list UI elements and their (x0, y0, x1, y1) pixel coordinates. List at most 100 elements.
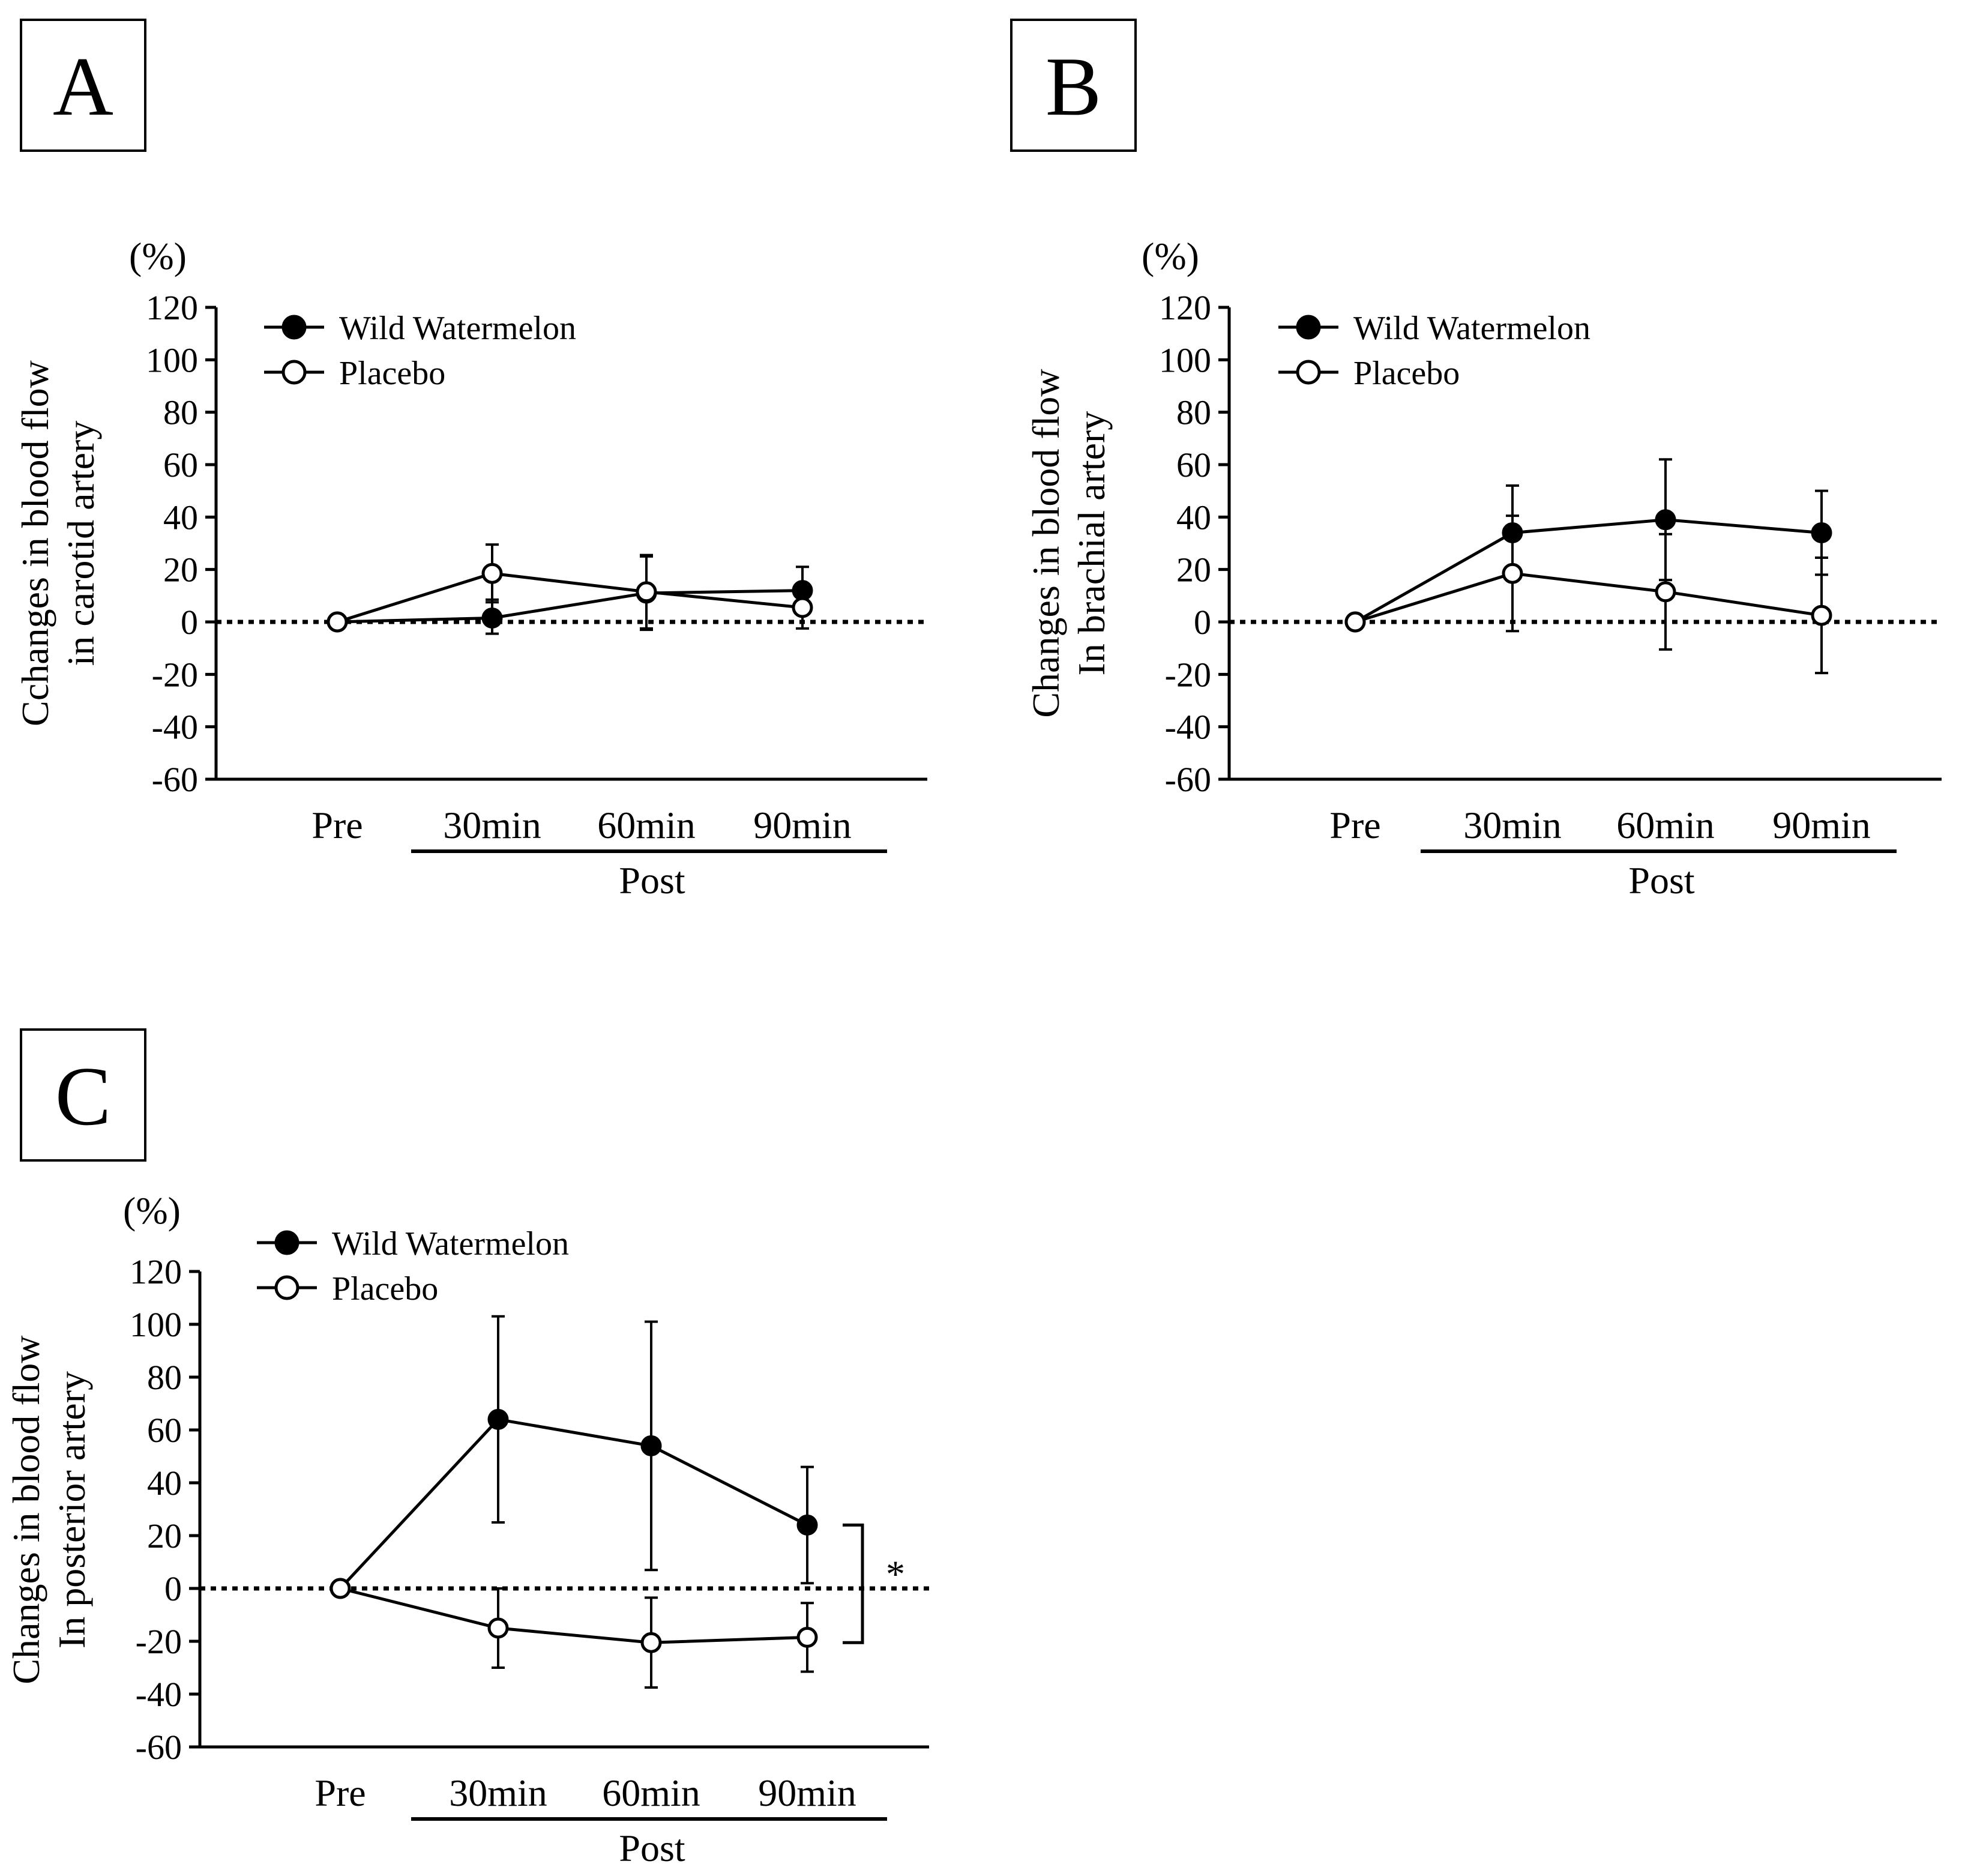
y-tick-label: 120 (1159, 288, 1211, 327)
unit-label: (%) (1142, 235, 1199, 277)
y-tick-label: -40 (136, 1675, 182, 1714)
legend-label: Placebo (339, 355, 445, 392)
chart-panel-c: C (%) 120 100 80 60 40 20 0 -20 -40 -60 Changes in b… (5, 1028, 929, 1869)
series-line (1355, 572, 1822, 624)
data-point-filled (1811, 522, 1832, 544)
series-placebo (1344, 514, 1832, 675)
legend-label: Placebo (332, 1270, 438, 1307)
legend-entry: Placebo (264, 355, 445, 392)
panel-label-box (20, 1028, 146, 1162)
y-axis-title: Changes in blood flowIn brachial artery (1025, 369, 1113, 717)
panel-label: A (53, 40, 113, 133)
y-axis-title-line2: In posterior artery (50, 1371, 93, 1648)
x-tick-label: 60min (597, 804, 696, 846)
significance-marker: * (886, 1552, 905, 1595)
y-tick-label: -20 (136, 1622, 182, 1661)
legend-marker-open (1296, 360, 1321, 385)
legend-marker-open (281, 360, 307, 385)
y-tick-label: 40 (1176, 498, 1211, 537)
data-point-open (487, 1617, 509, 1639)
significance-bracket: * (843, 1523, 905, 1644)
legend-entry: Wild Watermelon (1278, 310, 1590, 347)
y-axis-title: Changes in blood flowIn posterior artery (5, 1335, 93, 1684)
legend-marker-filled (281, 315, 307, 340)
data-point-open (330, 1578, 351, 1599)
y-tick-label: -40 (1165, 708, 1211, 747)
x-tick-label: Pre (311, 804, 363, 846)
data-point-open (1811, 605, 1832, 626)
data-point-open (796, 1626, 818, 1648)
y-tick-label: 80 (163, 393, 198, 432)
panel-label-box (1010, 19, 1137, 152)
y-tick-label: 0 (181, 603, 198, 642)
y-axis-title-line1: Changes in blood flow (1025, 369, 1067, 717)
post-group-label: Post (619, 859, 685, 902)
legend-entry: Placebo (1278, 355, 1460, 392)
legend-marker-filled (1296, 315, 1321, 340)
y-tick-label: 40 (163, 498, 198, 537)
data-point-filled (487, 1408, 509, 1430)
data-point-filled (1655, 509, 1676, 531)
y-tick-label: 60 (1176, 445, 1211, 484)
y-tick-label: 120 (146, 288, 198, 327)
y-tick-label: 40 (147, 1464, 182, 1503)
x-tick-label: Pre (314, 1772, 366, 1814)
x-tick-label: 30min (443, 804, 541, 846)
series-placebo (330, 1578, 818, 1689)
y-tick-label: -60 (152, 760, 198, 799)
y-tick-label: 60 (163, 445, 198, 484)
y-tick-label: 0 (164, 1569, 182, 1608)
y-axis-title: Cchanges in blood flowin carotid artery (14, 360, 102, 726)
y-tick-label: 100 (1159, 340, 1211, 379)
y-tick-label: 0 (1194, 603, 1211, 642)
data-point-open (1655, 581, 1676, 603)
series-line (337, 572, 803, 624)
legend-entry: Placebo (257, 1270, 438, 1307)
y-tick-label: 100 (146, 340, 198, 379)
data-point-open (640, 1632, 662, 1653)
chart-panel-a: A (%) 120 100 80 60 40 20 0 -20 -40 -60 Cchanges in … (14, 19, 927, 902)
series-line (1354, 518, 1822, 624)
series-placebo (326, 543, 813, 633)
legend-label: Wild Watermelon (1353, 310, 1590, 347)
data-point-open (1502, 562, 1523, 584)
y-axis-title-line2: in carotid artery (59, 421, 102, 666)
y-tick-label: 20 (163, 550, 198, 590)
data-point-open (326, 611, 348, 633)
series-wild-watermelon (330, 1315, 818, 1599)
data-point-filled (796, 1514, 818, 1536)
legend-entry: Wild Watermelon (264, 310, 576, 347)
x-tick-label: 30min (449, 1772, 547, 1814)
legend-label: Wild Watermelon (339, 310, 576, 347)
unit-label: (%) (129, 235, 187, 277)
series-line (337, 589, 803, 624)
y-tick-label: -60 (136, 1728, 182, 1767)
x-tick-label: 90min (758, 1772, 856, 1814)
y-tick-label: 20 (1176, 550, 1211, 590)
post-group-label: Post (1628, 859, 1695, 902)
data-point-open (636, 581, 657, 603)
series-line (339, 1417, 808, 1590)
series-line (340, 1587, 808, 1644)
x-tick-label: 90min (1772, 804, 1871, 846)
y-axis-title-line1: Cchanges in blood flow (14, 360, 56, 726)
x-tick-label: Pre (1329, 804, 1380, 846)
legend-label: Wild Watermelon (332, 1225, 569, 1262)
bracket-line (843, 1523, 864, 1644)
data-point-open (1344, 611, 1366, 633)
panel-label: C (55, 1050, 111, 1143)
unit-label: (%) (123, 1189, 181, 1232)
y-axis-title-line1: Changes in blood flow (5, 1335, 47, 1684)
panel-label-box (20, 19, 146, 152)
y-tick-label: -60 (1165, 760, 1211, 799)
y-tick-label: -20 (1165, 655, 1211, 694)
legend-label: Placebo (1353, 355, 1460, 392)
y-tick-label: 80 (147, 1358, 182, 1397)
x-tick-label: 60min (1616, 804, 1715, 846)
data-point-filled (481, 607, 503, 629)
y-tick-label: 20 (147, 1516, 182, 1555)
legend-marker-open (274, 1275, 299, 1300)
y-tick-label: 60 (147, 1411, 182, 1450)
data-point-open (792, 597, 813, 618)
